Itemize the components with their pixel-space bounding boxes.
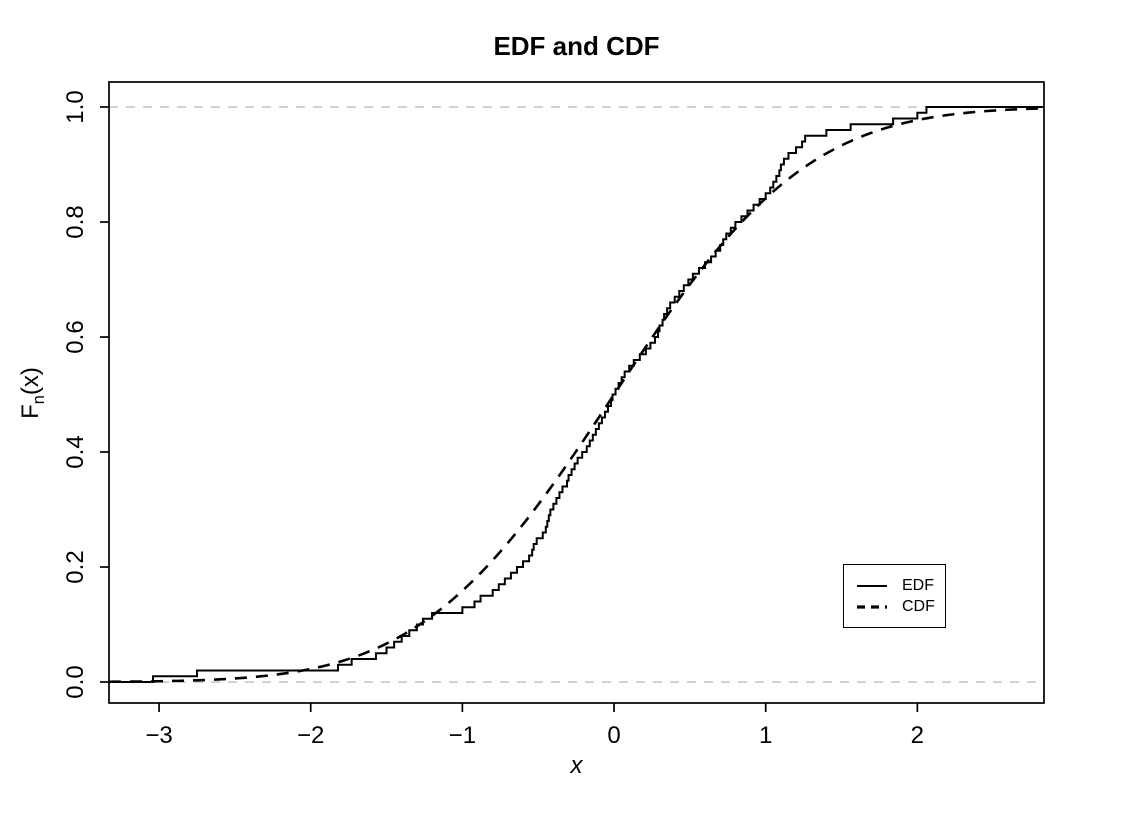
y-tick-label: 0.6 (62, 320, 89, 354)
y-axis-label: Fn(x) (17, 367, 49, 419)
cdf-dashed-line-icon (857, 604, 887, 609)
edf-solid-line-icon (857, 584, 887, 587)
legend-label-cdf: CDF (902, 597, 935, 615)
x-axis-label: x (570, 752, 583, 779)
plot-box (108, 81, 1045, 704)
y-tick-label: 0.0 (62, 665, 89, 699)
y-tick-label: 0.8 (62, 205, 89, 239)
x-tick-label: −3 (145, 722, 173, 749)
cdf-curve (108, 107, 1042, 684)
legend: EDF CDF (843, 564, 946, 628)
y-tick-label: 0.2 (62, 550, 89, 584)
x-tick-label: 0 (607, 722, 621, 749)
x-tick-label: −1 (448, 722, 477, 749)
x-tick-label: 2 (910, 722, 925, 749)
legend-row-edf: EDF (857, 576, 945, 594)
y-axis-label-sub: n (29, 395, 48, 405)
chart-title: EDF and CDF (493, 31, 660, 61)
x-tick-label: 1 (759, 722, 773, 749)
legend-row-cdf: CDF (857, 597, 945, 615)
y-tick-label: 0.4 (62, 435, 89, 469)
x-tick-label: −2 (297, 722, 325, 749)
y-axis-label-f: F (17, 404, 45, 419)
y-axis-label-rest: (x) (17, 367, 45, 396)
y-tick-label: 1.0 (62, 90, 89, 124)
legend-label-edf: EDF (902, 576, 934, 594)
edf-curve (109, 106, 1044, 684)
